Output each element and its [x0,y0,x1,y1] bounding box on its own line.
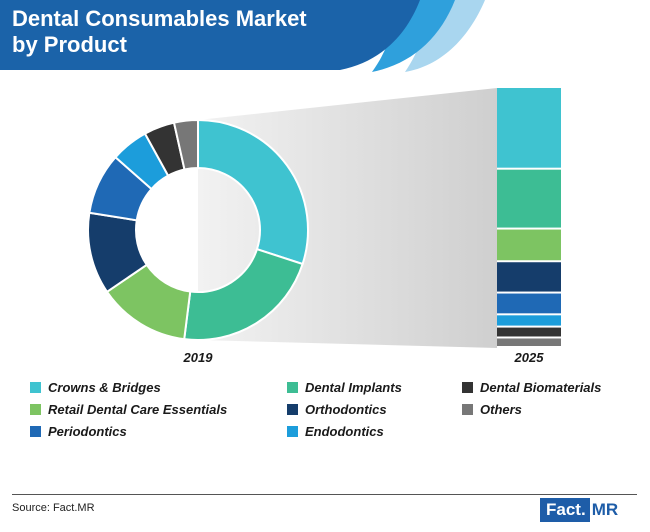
legend-label: Periodontics [48,424,127,439]
legend-item-crowns-bridges: Crowns & Bridges [30,380,161,395]
logo-left-part: Fact. [540,498,590,522]
title-line-1: Dental Consumables Market [12,6,307,31]
legend-label: Dental Implants [305,380,402,395]
bar-segment-retail-dental-care [497,229,561,261]
bar-segment-orthodontics [497,262,561,292]
source-note: Source: Fact.MR [12,502,95,514]
legend-item-others: Others [462,402,522,417]
legend-swatch [30,382,41,393]
legend-item-orthodontics: Orthodontics [287,402,387,417]
legend: Crowns & Bridges Dental Implants Dental … [30,380,630,450]
legend-label: Endodontics [305,424,384,439]
legend-swatch [287,404,298,415]
year-label-2025: 2025 [514,350,545,365]
title-banner: Dental Consumables Market by Product [0,0,650,80]
legend-label: Retail Dental Care Essentials [48,402,228,417]
bar-segment-dental-implants [497,169,561,228]
banner-background [0,0,485,72]
legend-label: Orthodontics [305,402,387,417]
legend-swatch [462,404,473,415]
donut-slice-others [172,118,199,171]
legend-item-dental-biomaterials: Dental Biomaterials [462,380,601,395]
bar-segment-others [497,338,561,346]
donut-slice-crowns-bridges [197,118,309,266]
title-line-2: by Product [12,32,127,57]
legend-swatch [30,404,41,415]
bar-segment-crowns-bridges [497,88,561,168]
legend-swatch [30,426,41,437]
legend-label: Others [480,402,522,417]
legend-swatch [462,382,473,393]
chart-area: 2019 2025 [87,88,561,365]
legend-item-dental-implants: Dental Implants [287,380,402,395]
legend-swatch [287,426,298,437]
bar-segment-dental-biomaterials [497,327,561,337]
bar-segment-periodontics [497,293,561,314]
factmr-logo: Fact. MR [540,498,624,522]
legend-label: Dental Biomaterials [480,380,602,395]
legend-item-retail-dental-care: Retail Dental Care Essentials [30,402,227,417]
footer-divider [12,494,637,495]
legend-item-periodontics: Periodontics [30,424,127,439]
year-label-2019: 2019 [183,350,214,365]
legend-swatch [287,382,298,393]
logo-right-part: MR [591,500,619,519]
bar-segment-endodontics [497,315,561,326]
legend-label: Crowns & Bridges [48,380,161,395]
legend-item-endodontics: Endodontics [287,424,384,439]
page-title: Dental Consumables Market by Product [12,6,307,58]
